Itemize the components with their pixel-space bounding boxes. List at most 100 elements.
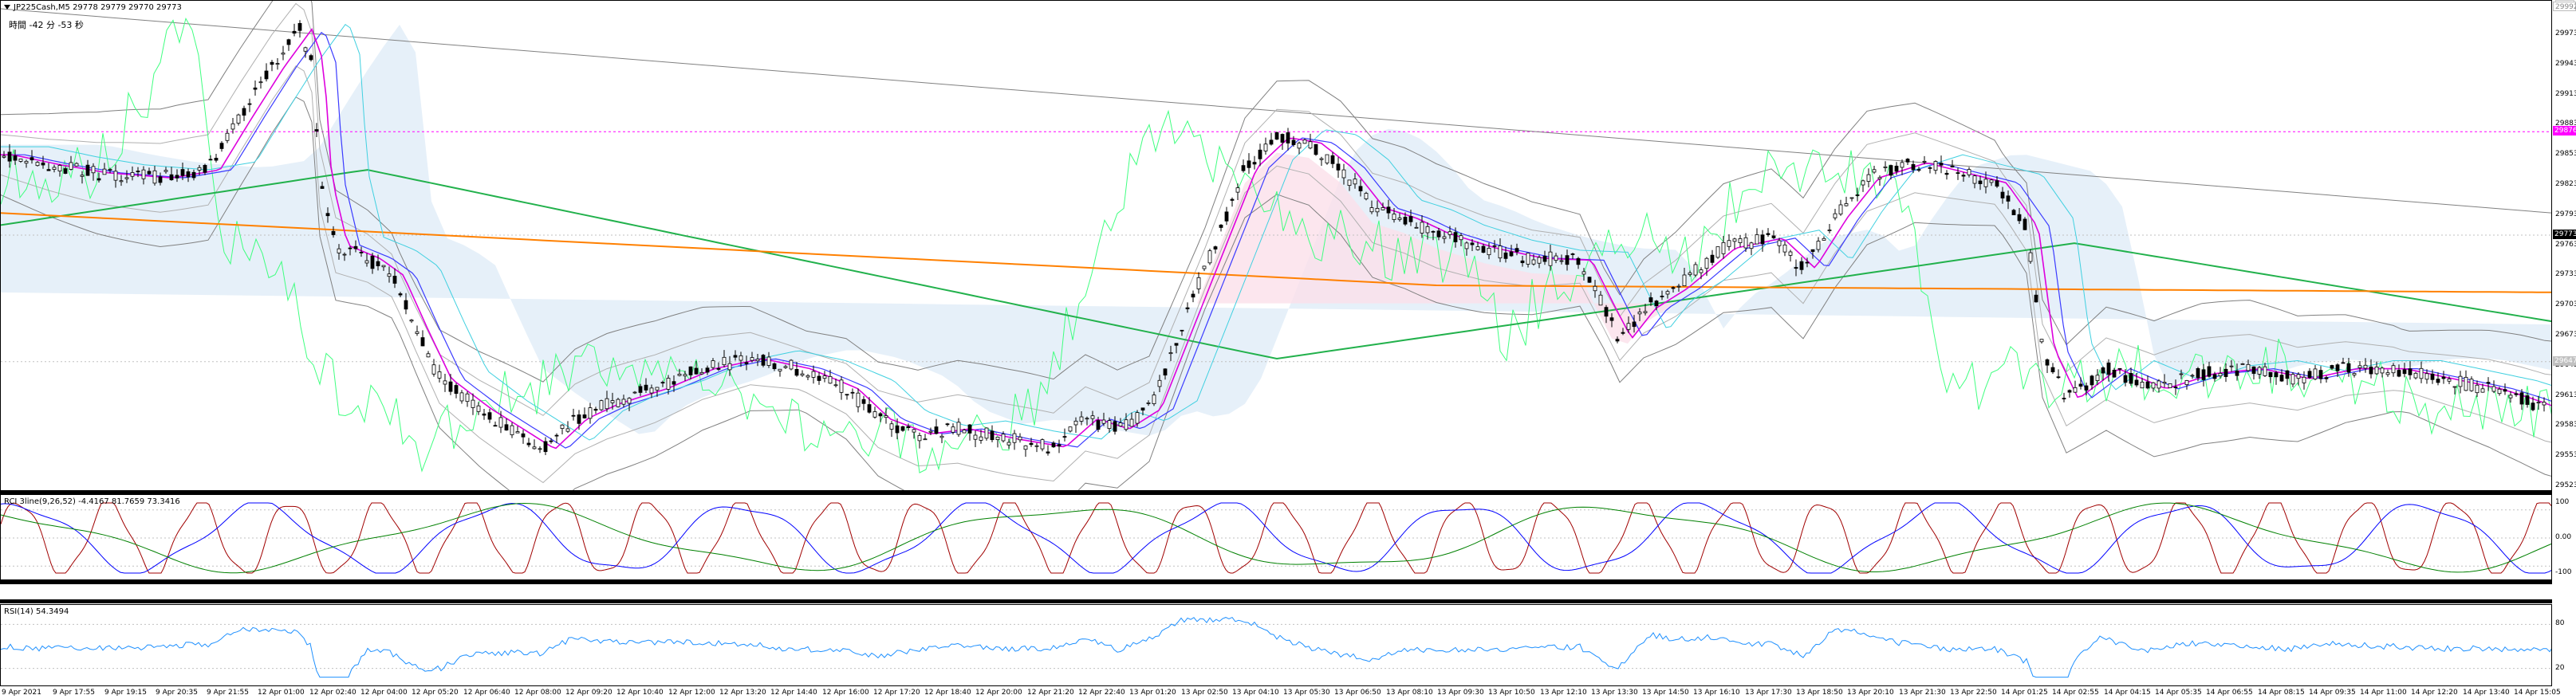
candle-down: [1408, 216, 1413, 222]
candle-down: [1269, 139, 1274, 145]
candle-down: [448, 381, 453, 392]
candle-down: [1219, 224, 1223, 228]
candle-up: [1364, 193, 1369, 199]
candle-up: [1475, 246, 1480, 250]
candle-down: [359, 251, 364, 253]
candle-up: [2, 155, 6, 158]
candle-down: [2279, 375, 2284, 382]
candle-up: [1877, 177, 1882, 179]
pane-separator[interactable]: [0, 490, 2552, 494]
time-tick-label: 9 Apr 21:55: [207, 689, 249, 697]
candle-down: [850, 391, 855, 394]
candle-down: [85, 164, 90, 176]
candle-up: [1420, 222, 1424, 234]
candle-down: [331, 230, 336, 235]
candle-down: [2050, 367, 2055, 373]
candle-down: [1950, 165, 1955, 168]
candle-down: [1995, 180, 1999, 187]
candle-down: [1615, 339, 1620, 342]
candle-up: [1107, 420, 1112, 430]
time-tick-label: 12 Apr 12:00: [668, 689, 715, 697]
candle-down: [297, 22, 302, 31]
rsi-line: [1, 616, 2551, 678]
candle-down: [1247, 160, 1251, 168]
candle-up: [431, 364, 436, 375]
rci-indicator-pane[interactable]: RCI 3line(9,26,52) -4.4167 81.7659 73.34…: [0, 494, 2552, 580]
chart-title: JP225Cash,M5 29778 29779 29770 29773: [4, 3, 182, 12]
candle-up: [119, 180, 124, 183]
candle-up: [1196, 277, 1201, 289]
candle-down: [2251, 366, 2256, 374]
candle-down: [1492, 245, 1497, 247]
candle-down: [63, 168, 68, 174]
price-tick-label: 29613: [2555, 391, 2576, 399]
candle-down: [2101, 367, 2105, 374]
candle-up: [2464, 376, 2468, 391]
time-tick-label: 12 Apr 06:40: [463, 689, 510, 697]
candle-up: [465, 393, 470, 403]
collapse-triangle-icon[interactable]: [4, 5, 10, 10]
candle-up: [1090, 415, 1095, 419]
price-chart-canvas[interactable]: [1, 1, 2552, 493]
candle-down: [325, 213, 330, 217]
candle-up: [889, 423, 894, 430]
price-tag-current: 29773: [2553, 230, 2576, 239]
candle-up: [1788, 251, 1793, 256]
candle-up: [2542, 402, 2546, 406]
candle-up: [1693, 264, 1698, 276]
price-chart-pane[interactable]: JP225Cash,M5 29778 29779 29770 29773 時間 …: [0, 0, 2552, 493]
time-tick-label: 14 Apr 06:55: [2206, 689, 2253, 697]
candle-up: [1738, 238, 1743, 243]
rsi-axis: 80 20: [2552, 604, 2576, 686]
candle-up: [236, 114, 241, 124]
candle-up: [1118, 422, 1123, 426]
pane-separator[interactable]: [0, 599, 2552, 603]
candle-down: [1096, 420, 1101, 430]
candle-up: [1827, 230, 1832, 231]
candle-up: [2184, 380, 2189, 386]
candle-up: [839, 379, 844, 393]
candle-up: [2447, 379, 2452, 382]
candle-up: [1414, 226, 1419, 229]
pane-separator[interactable]: [0, 580, 2552, 584]
candle-up: [979, 436, 983, 441]
candle-up: [1297, 143, 1302, 149]
candle-up: [24, 160, 29, 164]
candle-down: [1258, 149, 1262, 159]
candle-down: [1224, 211, 1229, 222]
candle-up: [2218, 372, 2223, 377]
candle-down: [817, 375, 821, 381]
candle-up: [471, 399, 475, 408]
candle-up: [152, 170, 157, 184]
candle-down: [1565, 255, 1570, 265]
rci-tick-label: -100: [2555, 568, 2572, 576]
candle-down: [7, 151, 12, 162]
candle-down: [1180, 329, 1184, 332]
candle-down: [286, 39, 291, 45]
candle-up: [1743, 237, 1748, 249]
candle-down: [761, 355, 766, 366]
candle-down: [169, 174, 174, 181]
candle-up: [1593, 285, 1597, 292]
candle-up: [275, 63, 280, 65]
candle-down: [1916, 169, 1921, 171]
rsi-indicator-pane[interactable]: RSI(14) 54.3494: [0, 604, 2552, 686]
candle-up: [828, 375, 833, 384]
candle-up: [872, 411, 877, 418]
candle-down: [1671, 287, 1676, 289]
candle-down: [867, 404, 872, 413]
candle-down: [1403, 217, 1408, 225]
candle-down: [175, 175, 179, 179]
candle-down: [1140, 407, 1145, 410]
candle-up: [1922, 160, 1927, 163]
candle-down: [376, 261, 380, 266]
candle-down: [2514, 393, 2519, 395]
candle-down: [1163, 368, 1168, 376]
candle-up: [616, 399, 620, 407]
candle-up: [230, 123, 235, 130]
candle-up: [2491, 386, 2496, 392]
bollinger-lower: [1, 96, 2551, 492]
candle-down: [934, 426, 939, 434]
candle-down: [1051, 442, 1056, 448]
price-tick-label: 29793: [2555, 210, 2576, 218]
